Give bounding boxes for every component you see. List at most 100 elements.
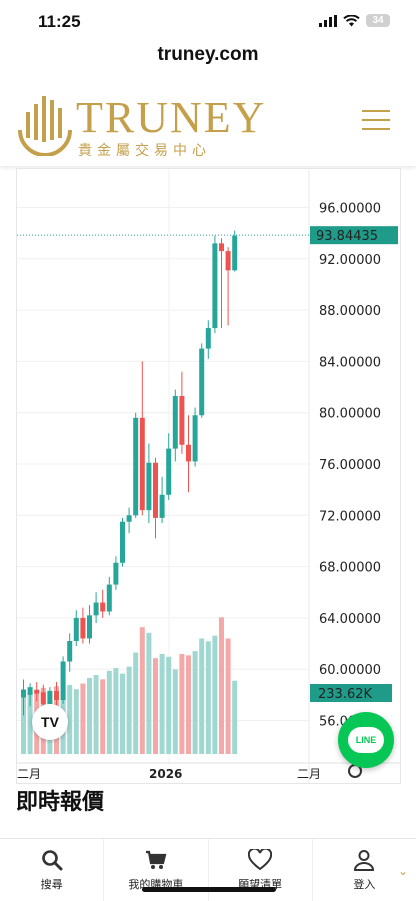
candle-body xyxy=(47,691,53,704)
candle-body xyxy=(113,562,119,585)
tab-login[interactable]: 登入 xyxy=(313,839,416,901)
candle-body xyxy=(60,661,66,700)
volume-bar xyxy=(100,679,106,754)
y-tick-label: 76.00000 xyxy=(319,458,381,473)
candle-body xyxy=(21,689,26,698)
battery-icon: 34 xyxy=(366,14,390,27)
volume-bar xyxy=(172,669,178,754)
tab-search[interactable]: 搜尋 xyxy=(0,839,105,901)
candle-body xyxy=(146,462,152,511)
candle-body xyxy=(219,243,224,252)
volume-bar xyxy=(139,627,145,754)
volume-bar xyxy=(225,638,231,754)
volume-bar xyxy=(192,651,198,754)
volume-bar xyxy=(113,668,119,754)
y-tick-label: 68.00000 xyxy=(319,561,381,576)
candle-body xyxy=(27,687,33,695)
candle-body xyxy=(179,396,185,445)
logo-wordmark: TRUNEY xyxy=(76,93,267,142)
status-bar: 11:25 34 xyxy=(0,0,416,44)
home-indicator xyxy=(142,887,276,892)
volume-bar xyxy=(21,689,26,754)
volume-bar xyxy=(153,658,158,754)
volume-bar xyxy=(199,638,205,754)
menu-line-icon xyxy=(362,110,390,112)
tab-label: 登入 xyxy=(353,879,376,891)
volume-bar xyxy=(133,652,139,754)
menu-line-icon xyxy=(362,119,390,121)
user-icon xyxy=(354,850,375,871)
volume-bar xyxy=(205,641,211,754)
x-tick-label: 2026 xyxy=(149,767,182,781)
site-header: TRUNEY 貴金屬交易中心 xyxy=(0,76,416,167)
volume-bar xyxy=(87,677,92,754)
volume-bar xyxy=(212,635,218,754)
hamburger-menu-button[interactable] xyxy=(362,110,390,132)
candle-body xyxy=(100,602,106,612)
heart-icon xyxy=(248,849,273,871)
candle-body xyxy=(172,396,178,449)
x-tick-label: 二月 xyxy=(17,767,41,781)
search-icon xyxy=(41,850,63,871)
candle-body xyxy=(139,417,145,511)
y-tick-label: 92.00000 xyxy=(319,253,381,268)
candle-body xyxy=(126,515,132,522)
logo-emblem-icon xyxy=(18,96,72,156)
y-tick-label: 64.00000 xyxy=(319,612,381,627)
candle-body xyxy=(73,617,79,641)
volume-bar xyxy=(80,683,86,754)
volume-bar xyxy=(186,655,191,754)
x-tick-label: 二月 xyxy=(297,767,321,781)
chevron-down-icon[interactable]: ⌄ xyxy=(397,864,408,878)
last-price-label: 93.84435 xyxy=(316,229,378,244)
tab-label: 搜尋 xyxy=(40,879,63,891)
section-title: 即時報價 xyxy=(16,789,105,814)
volume-bar xyxy=(93,675,99,754)
candle-body xyxy=(199,348,205,416)
candle-body xyxy=(166,448,172,495)
candle-body xyxy=(106,584,112,612)
status-time: 11:25 xyxy=(38,12,81,31)
candle-body xyxy=(192,415,198,462)
tradingview-logo-icon[interactable]: TV xyxy=(32,704,68,740)
address-bar[interactable]: truney.com xyxy=(157,44,259,65)
menu-line-icon xyxy=(362,128,390,130)
volume-bar xyxy=(27,692,33,754)
volume-bar xyxy=(106,670,112,754)
volume-bar xyxy=(73,689,79,754)
status-icons: 34 xyxy=(319,14,390,27)
y-tick-label: 84.00000 xyxy=(319,355,381,370)
volume-bar xyxy=(159,653,165,754)
price-chart[interactable]: 96.00000 92.00000 88.00000 84.00000 80.00000… xyxy=(16,168,401,784)
candle-body xyxy=(159,494,165,518)
candle-body xyxy=(133,417,139,516)
y-tick-label: 96.00000 xyxy=(319,201,381,216)
volume-bar xyxy=(219,617,224,754)
candle-body xyxy=(93,602,99,616)
y-tick-label: 80.00000 xyxy=(319,407,381,422)
logo-subtitle: 貴金屬交易中心 xyxy=(78,143,211,159)
line-chat-button[interactable]: LINE xyxy=(338,712,394,768)
candle-body xyxy=(54,691,59,700)
truney-logo[interactable]: TRUNEY 貴金屬交易中心 xyxy=(16,86,267,159)
volume-bar xyxy=(232,680,238,754)
volume-bar xyxy=(179,653,185,754)
last-price-badge xyxy=(310,226,398,245)
line-icon: LINE xyxy=(348,727,384,753)
volume-badge xyxy=(310,684,392,702)
y-tick-label: 72.00000 xyxy=(319,509,381,524)
candle-body xyxy=(186,444,191,462)
cart-icon xyxy=(145,850,167,869)
candle-body xyxy=(34,689,40,694)
volume-bar xyxy=(126,666,132,754)
wifi-icon xyxy=(343,14,360,26)
candle-body xyxy=(225,251,231,271)
candle-body xyxy=(87,615,92,639)
candle-body xyxy=(67,641,73,662)
candle-body xyxy=(40,692,46,704)
candlestick-chart[interactable]: 96.00000 92.00000 88.00000 84.00000 80.00000… xyxy=(17,169,400,783)
candle-body xyxy=(212,243,218,329)
volume-bar xyxy=(67,684,73,754)
candle-body xyxy=(80,617,86,639)
candle-body xyxy=(232,235,238,271)
